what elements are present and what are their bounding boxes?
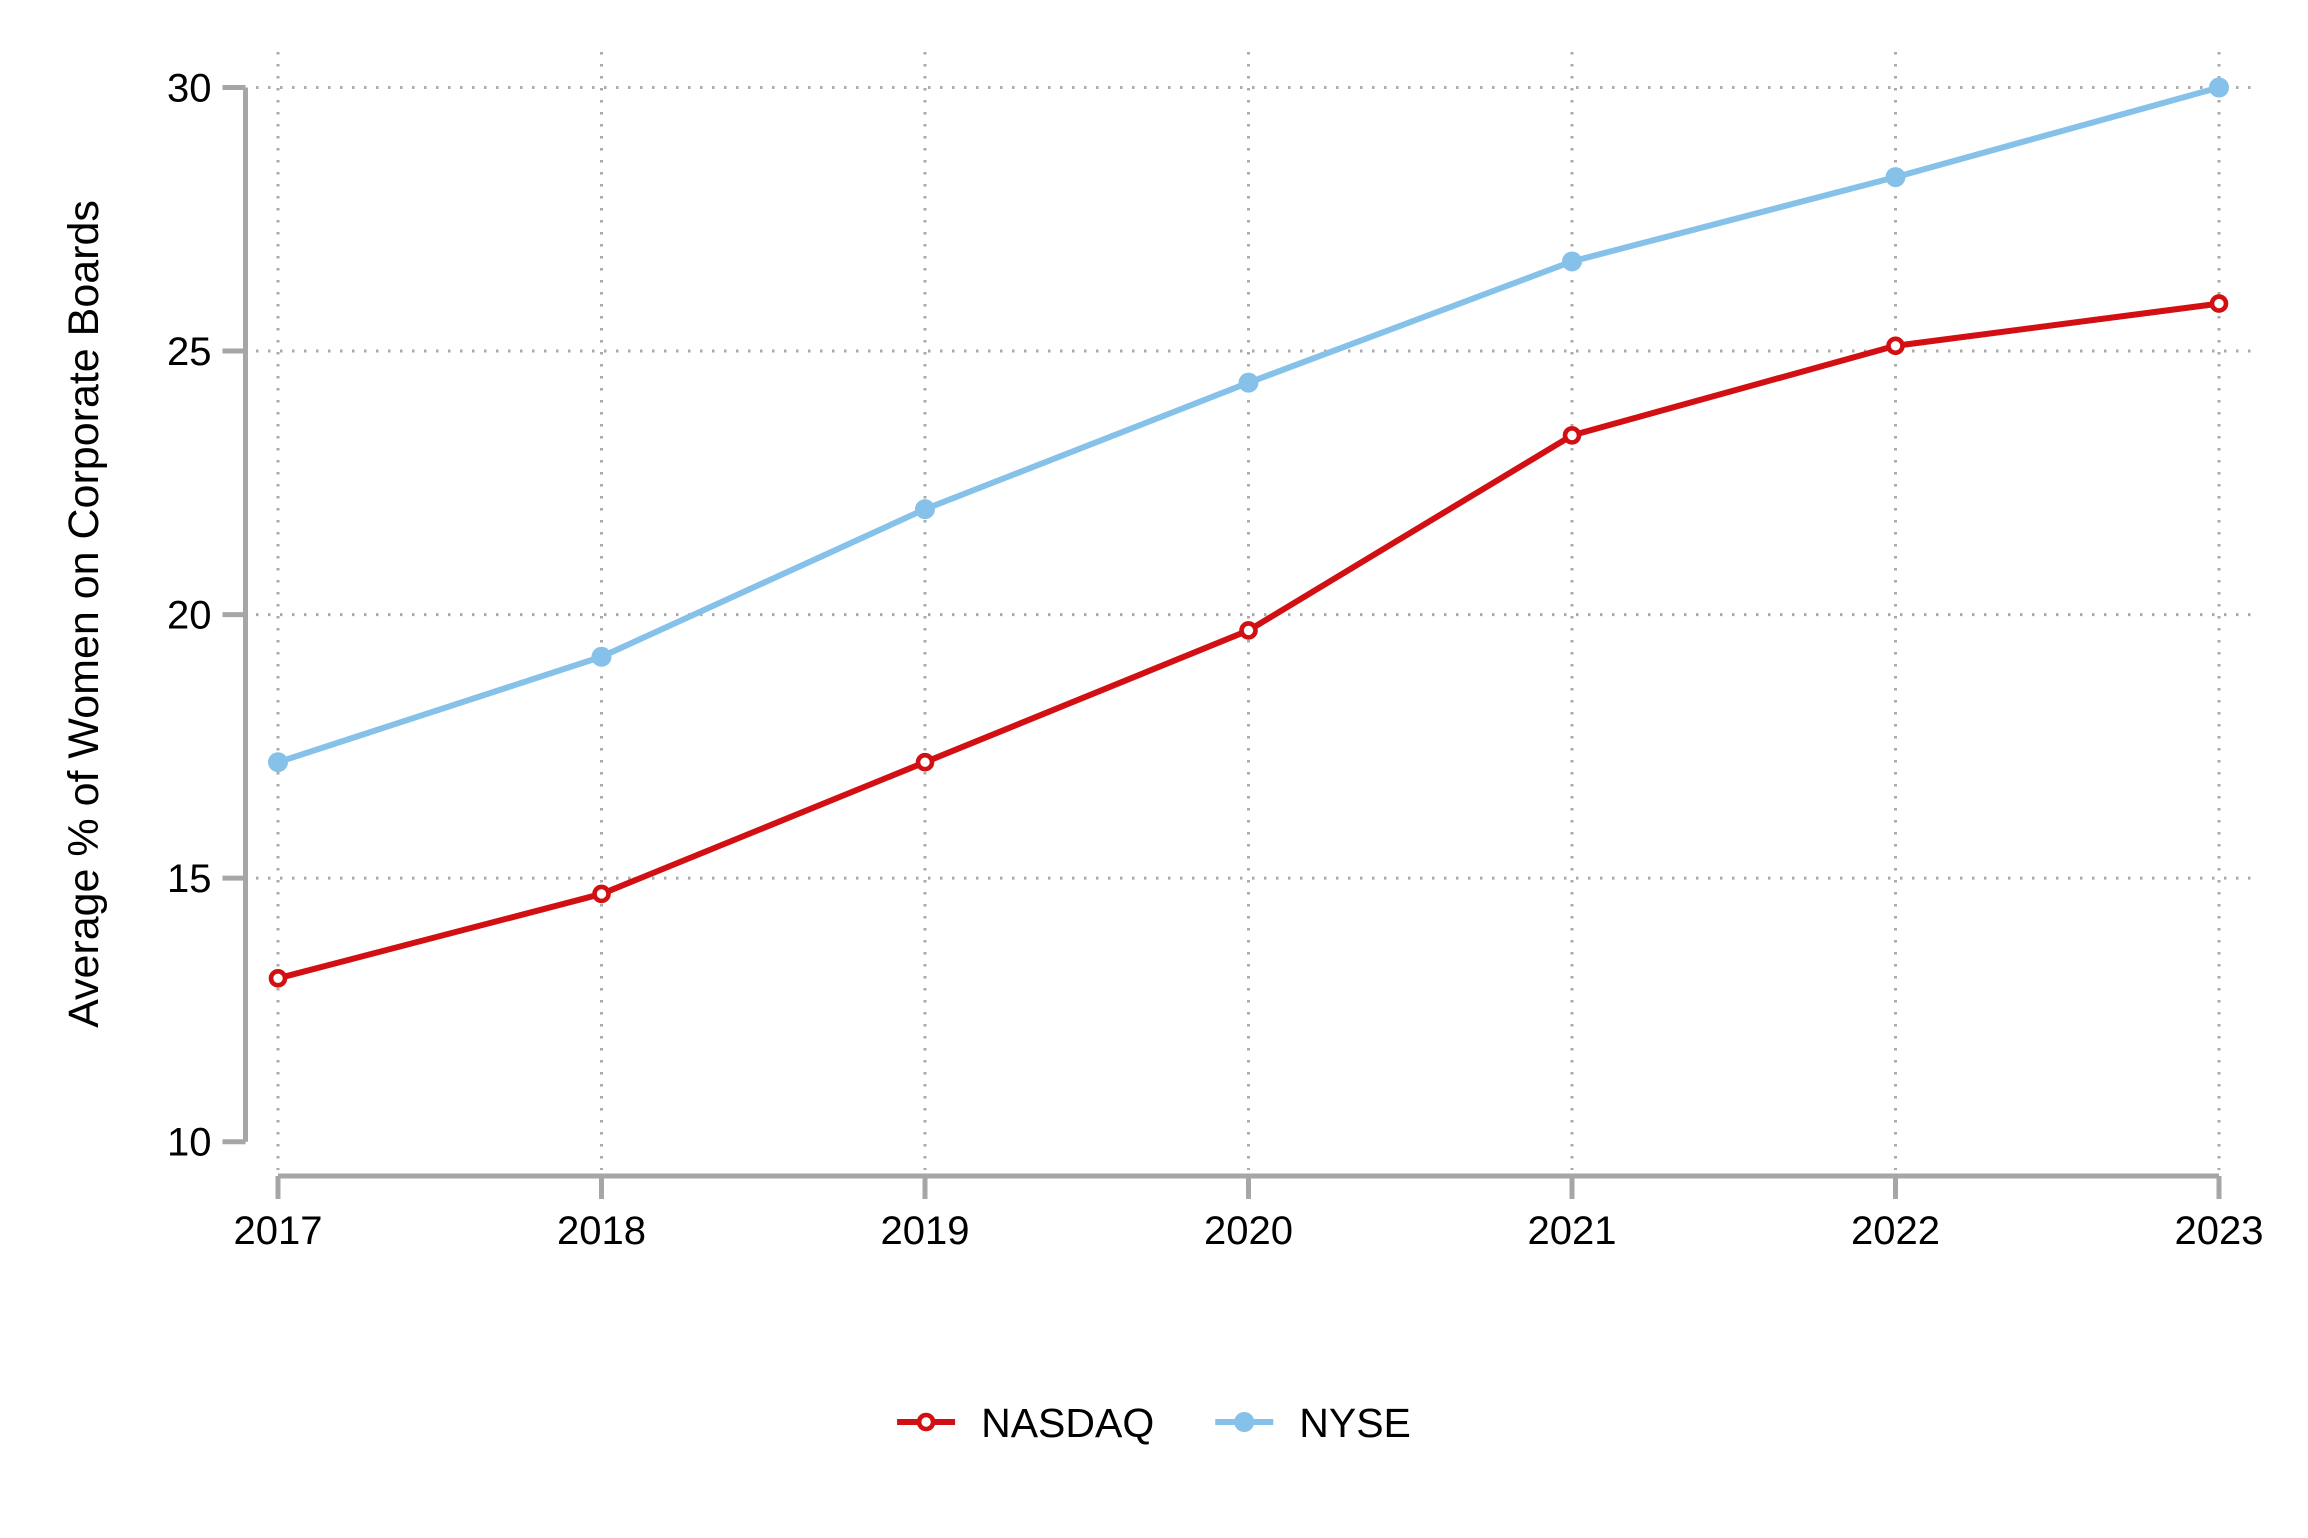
legend-label: NASDAQ (981, 1400, 1154, 1446)
x-tick-label: 2023 (2175, 1209, 2264, 1253)
x-tick-label: 2019 (881, 1209, 970, 1253)
data-point-filled-circle (1885, 167, 1906, 188)
x-tick-label: 2018 (557, 1209, 646, 1253)
legend-label: NYSE (1299, 1400, 1411, 1446)
y-tick-label: 30 (167, 67, 212, 111)
legend: NASDAQ NYSE (897, 1400, 1411, 1446)
y-tick-label: 25 (167, 330, 212, 374)
y-axis-title: Average % of Women on Corporate Boards (60, 200, 108, 1028)
data-point-open-circle (916, 1412, 936, 1432)
x-tick-label: 2021 (1528, 1209, 1617, 1253)
axes: 10 15 20 25 30 2017 2018 2019 2020 2021 2022 2023 (167, 67, 2263, 1254)
data-point-open-circle (2209, 294, 2229, 313)
data-point-filled-circle (2209, 77, 2229, 98)
data-point-filled-circle (1234, 1412, 1255, 1432)
data-point-filled-circle (591, 646, 612, 667)
y-tick-label: 20 (167, 594, 212, 638)
data-point-open-circle (1239, 621, 1258, 640)
data-point-open-circle (1562, 426, 1582, 445)
series-nasdaq (268, 294, 2229, 988)
data-point-open-circle (1886, 336, 1905, 356)
y-tick-label: 10 (167, 1121, 212, 1165)
data-point-open-circle (915, 752, 935, 772)
legend-entry-nasdaq: NASDAQ (897, 1400, 1154, 1446)
x-tick-label: 2017 (234, 1209, 323, 1253)
y-tick-label: 15 (167, 857, 212, 901)
data-point-filled-circle (1238, 372, 1259, 393)
data-point-filled-circle (1562, 251, 1582, 272)
data-point-open-circle (268, 968, 288, 988)
gridlines (256, 52, 2254, 1170)
series-nyse (268, 77, 2229, 773)
data-point-filled-circle (915, 499, 935, 520)
data-point-filled-circle (268, 752, 288, 773)
data-point-open-circle (592, 884, 611, 904)
x-tick-label: 2022 (1851, 1209, 1940, 1253)
legend-entry-nyse: NYSE (1215, 1400, 1411, 1446)
x-tick-label: 2020 (1204, 1209, 1293, 1253)
plot-series (268, 77, 2229, 988)
